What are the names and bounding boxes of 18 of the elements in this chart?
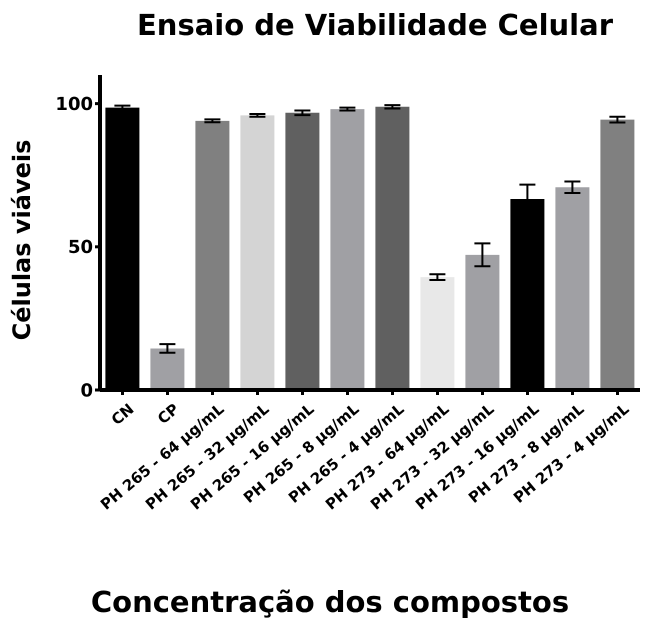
bar bbox=[600, 120, 634, 390]
bar bbox=[195, 120, 230, 390]
bar bbox=[420, 277, 454, 390]
bar bbox=[330, 109, 364, 390]
x-tick-label: CN bbox=[108, 400, 138, 429]
bar bbox=[150, 348, 184, 390]
y-tick-label: 100 bbox=[55, 94, 93, 116]
bar bbox=[375, 106, 410, 390]
y-tick-label: 0 bbox=[80, 380, 93, 402]
bar bbox=[240, 115, 274, 390]
bar bbox=[285, 112, 320, 390]
chart-title: Ensaio de Viabilidade Celular bbox=[136, 8, 614, 42]
x-axis-title: Concentração dos compostos bbox=[90, 585, 570, 619]
bar bbox=[555, 187, 590, 390]
y-axis-title: Células viáveis bbox=[8, 140, 36, 340]
x-tick-label: CP bbox=[154, 400, 182, 428]
y-tick-label: 50 bbox=[68, 237, 93, 258]
bar bbox=[465, 254, 500, 390]
